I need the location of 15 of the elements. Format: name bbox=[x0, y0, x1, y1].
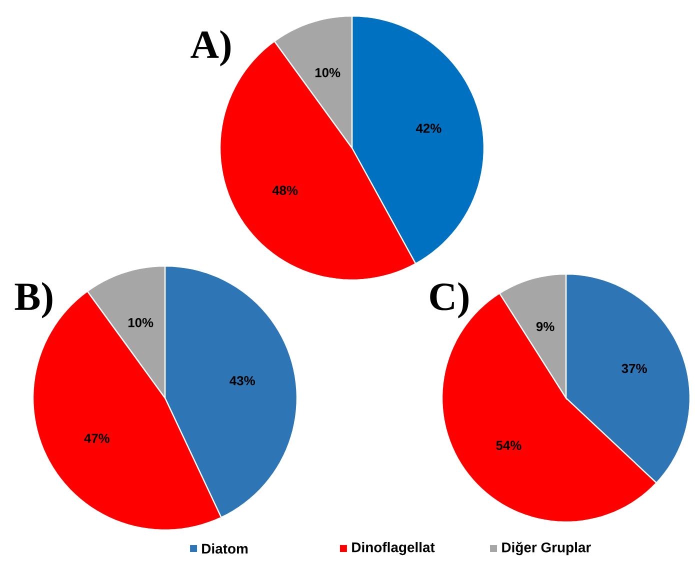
data-label: 42% bbox=[416, 124, 442, 133]
chart-title: C) bbox=[430, 282, 468, 318]
data-label: 48% bbox=[272, 186, 298, 195]
data-label: 43% bbox=[230, 376, 255, 386]
data-label: 47% bbox=[84, 434, 110, 443]
data-label: 10% bbox=[315, 68, 340, 78]
data-label: 54% bbox=[496, 440, 522, 450]
data-label: 9% bbox=[536, 322, 554, 332]
data-label: 10% bbox=[128, 318, 154, 328]
chart-title: A) bbox=[190, 30, 231, 66]
data-label: 37% bbox=[622, 364, 647, 374]
legend-label: Dinoflagellat bbox=[352, 542, 435, 556]
chart-title: B) bbox=[14, 282, 52, 318]
legend-label: Diatom bbox=[202, 543, 248, 554]
legend-label: Diğer Gruplar bbox=[502, 542, 591, 556]
